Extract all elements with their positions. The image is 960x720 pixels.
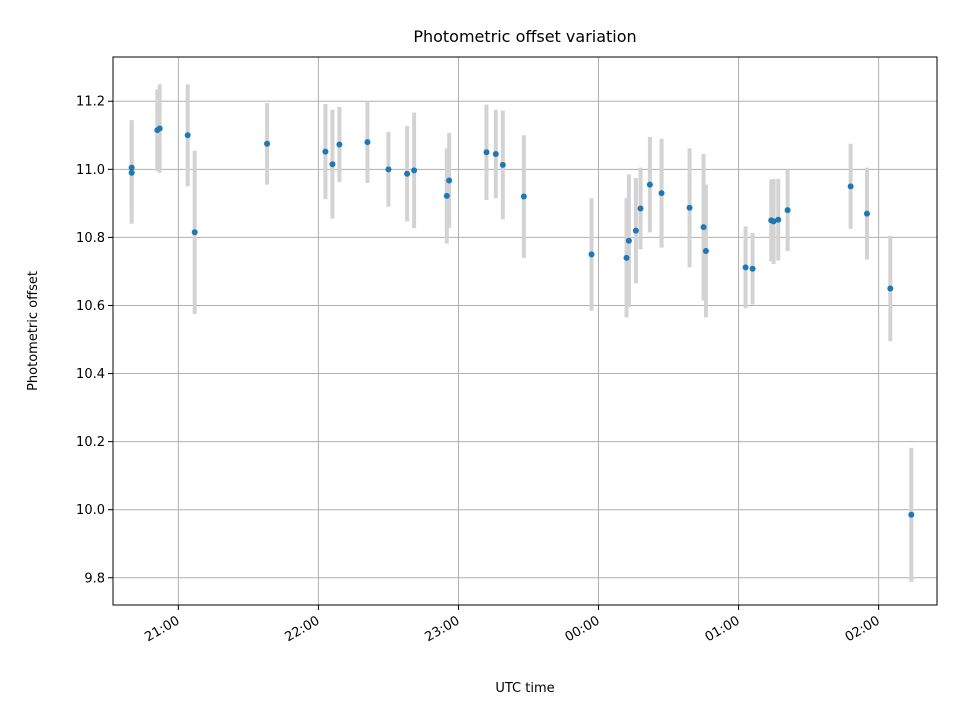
data-point bbox=[637, 205, 644, 212]
data-point bbox=[749, 265, 756, 272]
data-point bbox=[322, 148, 329, 155]
y-tick-label: 10.2 bbox=[76, 435, 105, 450]
data-point bbox=[336, 141, 343, 148]
y-tick-label: 10.8 bbox=[76, 231, 105, 246]
y-axis-label: Photometric offset bbox=[26, 271, 41, 391]
data-point bbox=[128, 164, 135, 171]
data-point bbox=[443, 192, 450, 199]
y-tick-label: 11.0 bbox=[76, 163, 105, 178]
data-point bbox=[191, 229, 198, 236]
data-point bbox=[702, 248, 709, 255]
y-tick-label: 10.4 bbox=[76, 367, 105, 382]
data-point bbox=[128, 169, 135, 176]
data-point bbox=[264, 140, 271, 147]
data-point bbox=[411, 167, 418, 174]
data-point bbox=[632, 227, 639, 234]
data-point bbox=[686, 204, 693, 211]
data-point bbox=[588, 251, 595, 258]
data-point bbox=[483, 149, 490, 156]
y-axis-ticks: 9.8 10.0 10.2 10.4 10.6 10.8 11.0 11.2 bbox=[76, 95, 113, 586]
data-point bbox=[770, 218, 777, 225]
data-point bbox=[184, 132, 191, 139]
data-point bbox=[156, 125, 163, 132]
data-point bbox=[385, 166, 392, 173]
data-point bbox=[784, 207, 791, 214]
data-point bbox=[446, 177, 453, 184]
data-point bbox=[646, 181, 653, 188]
data-point bbox=[775, 216, 782, 223]
plot-frame bbox=[112, 56, 938, 606]
data-point bbox=[847, 183, 854, 190]
y-tick-label: 10.0 bbox=[76, 503, 105, 518]
data-point bbox=[623, 254, 630, 261]
data-point bbox=[499, 161, 506, 168]
data-point bbox=[492, 151, 499, 158]
data-point bbox=[625, 237, 632, 244]
data-point bbox=[908, 511, 915, 518]
y-tick-label: 11.2 bbox=[76, 95, 105, 110]
data-points bbox=[128, 125, 915, 518]
data-point bbox=[329, 161, 336, 168]
data-point bbox=[658, 190, 665, 197]
data-point bbox=[887, 285, 894, 292]
y-tick-label: 10.6 bbox=[76, 299, 105, 314]
data-point bbox=[364, 139, 371, 146]
chart-title: Photometric offset variation bbox=[413, 27, 636, 46]
data-point bbox=[863, 210, 870, 217]
data-point bbox=[742, 264, 749, 271]
x-axis-label: UTC time bbox=[495, 681, 554, 696]
y-tick-label: 9.8 bbox=[84, 571, 105, 586]
data-point bbox=[700, 224, 707, 231]
data-point bbox=[520, 193, 527, 200]
data-point bbox=[404, 170, 411, 177]
